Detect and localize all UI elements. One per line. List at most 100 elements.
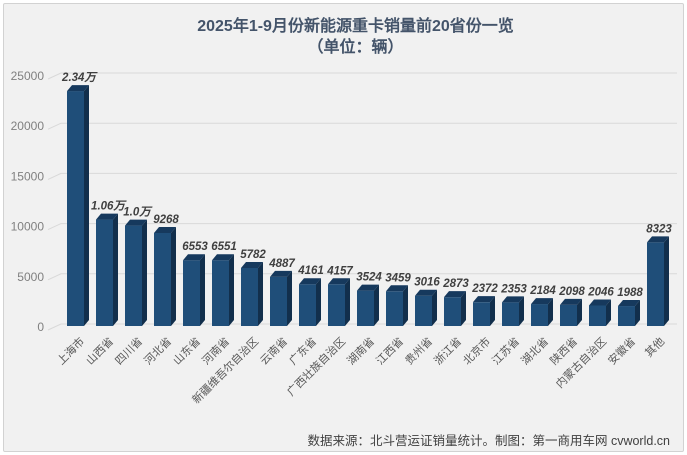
x-category-label: 云南省 xyxy=(258,335,291,368)
bar-top xyxy=(270,270,292,277)
bar-top xyxy=(560,298,582,305)
bar-side xyxy=(606,299,611,326)
bar-value-label: 2184 xyxy=(529,285,556,297)
x-category-label: 其他 xyxy=(642,335,667,360)
bar-value-label: 4161 xyxy=(297,265,324,277)
bar-value-label: 9268 xyxy=(153,214,179,226)
x-category-label: 四川省 xyxy=(113,335,146,368)
footer-credit: 数据来源：北斗营运证销量统计。制图：第一商用车网 cvworld.cn xyxy=(307,434,670,448)
bar-value-label: 1.0万 xyxy=(123,206,153,219)
bar-top xyxy=(415,289,437,296)
bar-value-label: 6551 xyxy=(211,241,237,253)
bar-front xyxy=(386,291,403,326)
bar-top xyxy=(154,226,176,233)
bar-side xyxy=(461,291,466,326)
bar-front xyxy=(299,284,316,326)
bar-value-label: 8323 xyxy=(646,223,672,235)
bar-side xyxy=(200,254,205,326)
bar-side xyxy=(229,254,234,326)
x-category-label: 上海市 xyxy=(54,334,87,367)
bar-top xyxy=(502,296,524,303)
bar-side xyxy=(548,298,553,326)
y-tick-label: 5000 xyxy=(17,270,44,284)
y-tick-label: 20000 xyxy=(11,119,45,133)
bar-top xyxy=(444,291,466,298)
bar-value-label: 1988 xyxy=(617,287,643,299)
bar-top xyxy=(183,254,205,261)
x-category-label: 北京市 xyxy=(460,334,493,367)
bar-front xyxy=(154,232,171,326)
bar-side xyxy=(142,219,147,326)
bar-top xyxy=(125,219,147,226)
bar-side xyxy=(374,284,379,326)
bar-front xyxy=(618,306,635,326)
x-category-label: 湖南省 xyxy=(345,335,378,368)
x-category-label: 湖北省 xyxy=(519,335,552,368)
bar-side xyxy=(664,236,669,326)
bar-front xyxy=(357,290,374,326)
bar-side xyxy=(519,296,524,326)
y-tick-label: 10000 xyxy=(11,220,45,234)
bar-value-label: 2873 xyxy=(442,278,469,290)
bar-top xyxy=(299,278,321,285)
bar-value-label: 2372 xyxy=(471,283,498,295)
bar-front xyxy=(328,284,345,326)
bar-value-label: 3524 xyxy=(356,272,382,284)
bar-top xyxy=(357,284,379,291)
bar-value-label: 2046 xyxy=(587,286,614,298)
bar-value-label: 4887 xyxy=(268,258,295,270)
bar-front xyxy=(444,297,461,326)
y-tick-label: 15000 xyxy=(11,169,45,183)
chart-title: 2025年1-9月份新能源重卡销量前20省份一览 xyxy=(197,18,514,35)
bar-side xyxy=(258,261,263,326)
bar-value-label: 2098 xyxy=(558,286,585,298)
bar-front xyxy=(183,260,200,326)
bar-top xyxy=(386,285,408,292)
chart-subtitle: （单位：辆） xyxy=(307,39,404,56)
x-category-label: 贵州省 xyxy=(403,335,436,368)
bar-front xyxy=(270,276,287,326)
bar-top xyxy=(241,261,263,268)
bar-side xyxy=(577,298,582,326)
bar-top xyxy=(647,236,669,243)
bar-value-label: 3016 xyxy=(414,277,440,289)
bar-side xyxy=(287,270,292,326)
gridline xyxy=(47,72,677,80)
bar-top xyxy=(96,213,118,220)
x-category-label: 安徽省 xyxy=(605,334,638,367)
x-category-label: 江苏省 xyxy=(490,335,523,368)
bar-top xyxy=(531,298,553,305)
bar-front xyxy=(473,302,490,326)
bar-front xyxy=(415,295,432,326)
bar-side xyxy=(84,85,89,327)
x-category-label: 河北省 xyxy=(142,335,175,368)
x-category-label: 山西省 xyxy=(84,335,117,368)
gridline xyxy=(47,323,677,331)
bar-side xyxy=(403,285,408,326)
bar-side xyxy=(490,296,495,326)
bar-front xyxy=(67,91,84,327)
bar-side xyxy=(113,213,118,326)
bar-top xyxy=(618,300,640,307)
bar-value-label: 4157 xyxy=(326,265,353,277)
bar-top xyxy=(589,299,611,306)
bar-front xyxy=(96,219,113,326)
bar-top xyxy=(328,278,350,285)
y-tick-label: 25000 xyxy=(11,69,45,83)
bar-value-label: 2353 xyxy=(500,283,527,295)
bar-front xyxy=(647,242,664,326)
bar-value-label: 6553 xyxy=(182,241,208,253)
bar-front xyxy=(502,302,519,326)
bar-top xyxy=(67,85,89,92)
x-category-label: 浙江省 xyxy=(432,335,465,368)
gridline xyxy=(47,122,677,130)
bar-side xyxy=(432,289,437,326)
bar-front xyxy=(560,304,577,326)
bar-value-label: 1.06万 xyxy=(91,200,127,213)
gridline xyxy=(47,172,677,180)
y-tick-label: 0 xyxy=(37,320,44,334)
bar-side xyxy=(171,226,176,326)
bar-side xyxy=(316,278,321,326)
